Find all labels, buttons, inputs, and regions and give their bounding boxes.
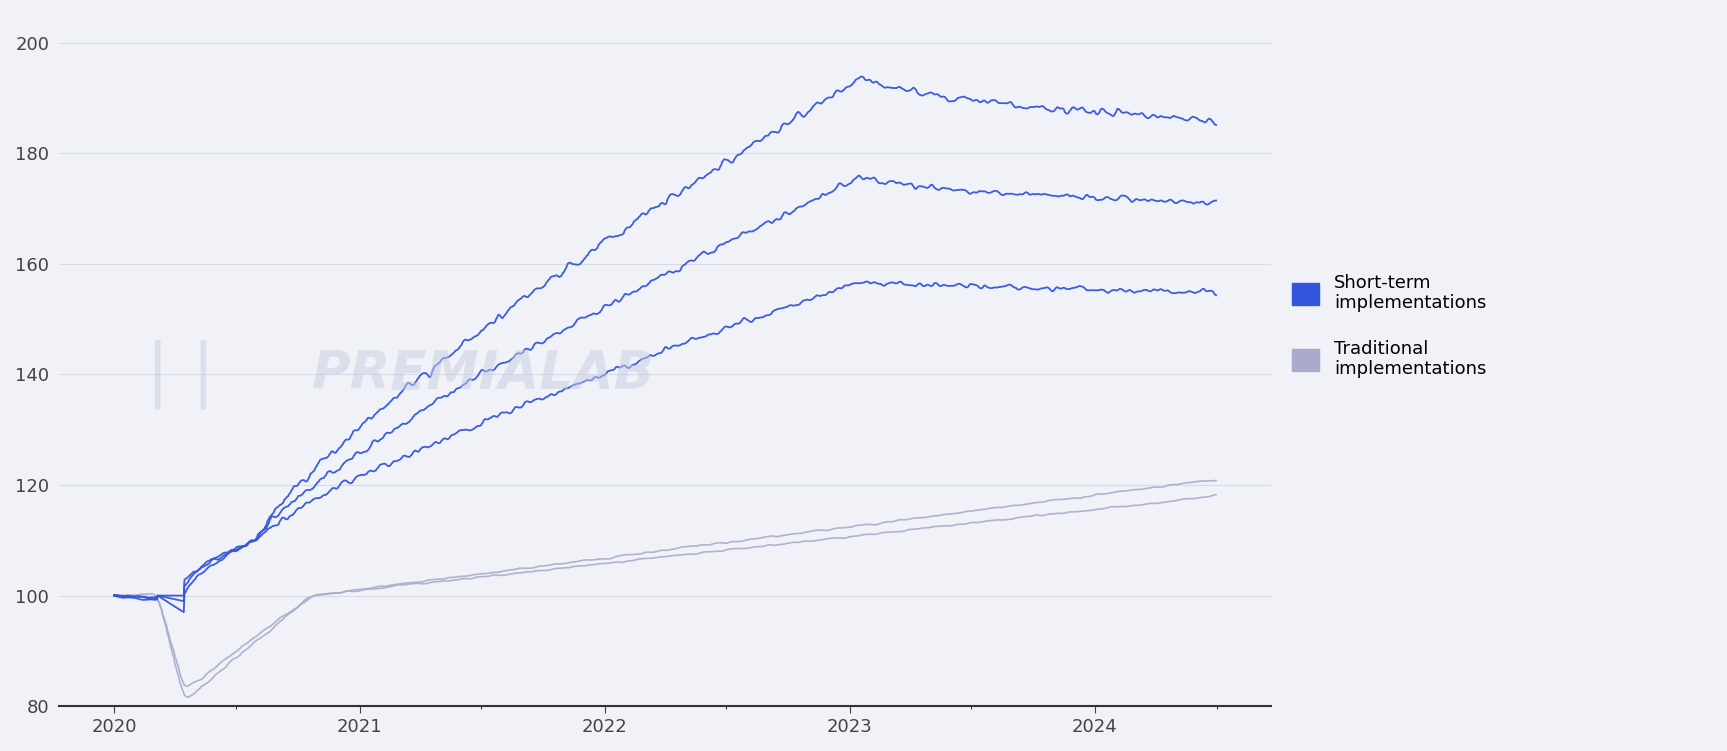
Text: PREMIALAB: PREMIALAB [311, 348, 655, 400]
Text: | |: | | [145, 339, 214, 409]
Legend: Short-term
implementations, Traditional
implementations: Short-term implementations, Traditional … [1292, 273, 1487, 379]
